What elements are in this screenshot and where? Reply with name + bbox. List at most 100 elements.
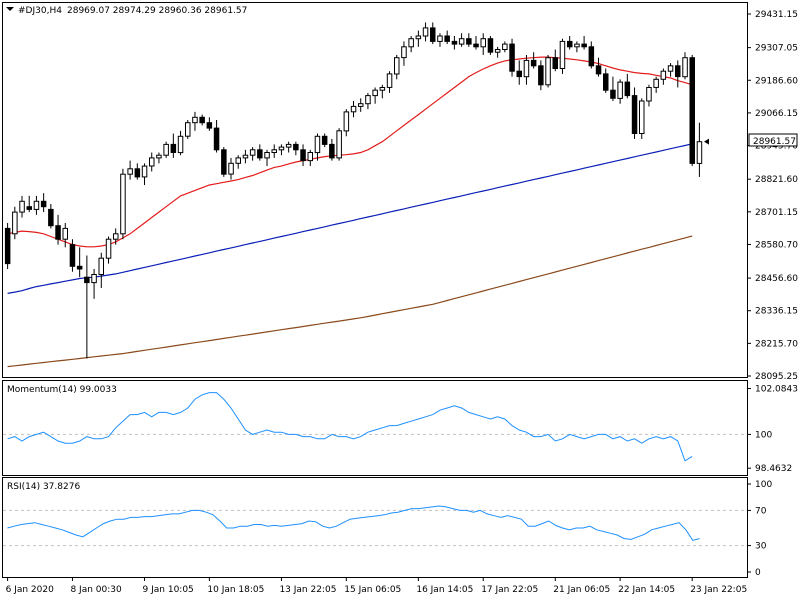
candle-body-down [134,168,141,178]
candle [394,54,400,80]
candle-body-up [365,95,371,105]
candle [675,60,681,88]
candle-body-down [530,59,537,67]
candle [91,269,97,299]
candle [149,152,155,172]
candle-body-down [473,43,479,48]
candle [444,30,450,45]
candle [285,141,292,153]
y-tick-label: 28456.60 [755,274,798,284]
candle [386,71,393,93]
candle-body-down [538,65,544,86]
x-tick-label: 9 Jan 10:05 [143,585,194,595]
rsi-panel-border [2,477,748,578]
candles [4,22,709,359]
candle-body-up [523,59,530,78]
candle-body-down [675,65,681,78]
candle-body-up [408,38,414,48]
candle [206,117,213,131]
rsi-y-axis: 100 70 30 0 [747,480,772,578]
candle-body-up [19,200,25,213]
candle-body-up [192,116,198,124]
candle [48,203,54,229]
candle-body-down [221,149,227,175]
candle-body-down [48,208,54,227]
main-panel-border [2,2,748,378]
candle [422,22,429,42]
ma-blue-line [7,143,693,294]
candle [329,138,335,161]
main-y-axis: 29431.15 29307.05 29186.60 29066.15 28945.70… [747,10,798,382]
candle-body-up [386,73,393,88]
candle-body-down [610,89,616,99]
y-tick-label: 28701.15 [755,208,798,218]
candle-body-up [639,100,645,134]
candle-body-up [264,152,270,159]
candle [156,152,162,164]
candle [213,119,220,153]
candle-body-down [329,143,335,159]
momentum-line [7,392,693,462]
candle [271,144,277,158]
candle-body-up [278,146,285,151]
candle-body-down [451,40,458,45]
candle [660,68,667,85]
candle [12,206,18,240]
y-tick-label: 98.4632 [755,464,792,474]
reference-lines [3,433,747,547]
candle [372,87,378,104]
candle [134,163,141,180]
candle-body-down [40,200,47,208]
candle [33,195,40,215]
y-tick-label: 28821.60 [755,175,798,185]
y-tick-label: 29066.15 [755,109,798,119]
candle-body-up [242,154,249,159]
rsi-line [7,505,700,541]
candle-body-up [336,130,342,159]
current-price-label: 28961.57 [753,137,796,147]
candle-body-down [588,46,595,67]
current-price-tag: 28961.57 [748,133,798,147]
candle-body-up [105,238,112,259]
x-axis: 6 Jan 2020 8 Jan 00:30 9 Jan 10:05 10 Jan 1… [6,577,747,595]
candle [141,163,148,186]
candle [617,79,623,104]
candle [451,35,458,50]
dropdown-arrow-icon[interactable] [6,7,14,11]
candle-body-up [314,135,321,154]
candle-body-up [343,111,350,132]
candle-body-up [235,157,241,164]
candle [26,195,32,213]
candle [235,155,241,169]
candle [401,41,407,66]
candle [523,54,530,85]
candle [343,109,350,137]
candle-body-up [249,149,256,156]
y-tick-label: 70 [755,506,767,516]
candle-body-down [581,43,587,48]
candle-body-up [120,173,126,235]
candle-body-up [458,38,465,45]
y-tick-label: 0 [755,568,761,578]
candle-body-up [667,65,674,72]
candle-body-up [545,57,551,86]
candle [430,22,436,45]
candle-body-down [444,35,450,42]
candle [69,239,76,272]
candle [177,130,184,156]
candle-body-down [69,244,76,267]
candle [545,54,551,88]
indicator-lines [7,392,700,541]
candle [559,38,566,74]
candle-body-up [422,27,429,37]
candle-body-down [631,95,638,134]
x-tick-label: 8 Jan 00:30 [70,585,122,595]
x-tick-label: 22 Jan 14:05 [618,585,675,595]
candle [610,76,616,102]
last-price-marker [704,138,709,145]
candle [502,41,508,53]
candle-body-down [206,122,213,129]
candle-body-down [84,276,90,284]
y-tick-label: 29307.05 [755,44,798,54]
